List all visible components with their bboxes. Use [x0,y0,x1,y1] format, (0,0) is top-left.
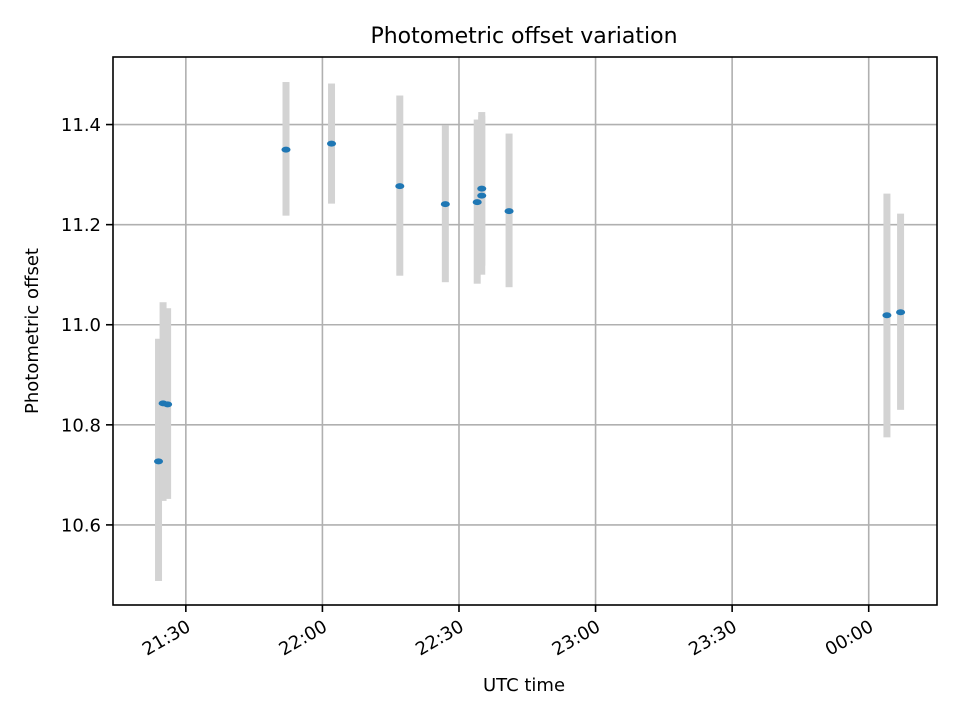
chart-title: Photometric offset variation [370,24,677,49]
data-point [477,192,487,199]
x-tick-label: 00:00 [822,616,877,660]
data-points [154,140,906,465]
grid [113,57,937,605]
y-tick-label: 11.0 [61,315,101,336]
y-axis-ticks: 10.6 10.8 11.0 11.2 11.4 [61,115,113,536]
plot-frame [112,56,938,606]
y-tick-label: 10.8 [61,415,101,436]
data-point [472,199,482,206]
data-point [477,185,487,192]
data-point [154,458,164,465]
x-axis-label: UTC time [483,675,565,696]
x-tick-label: 23:00 [549,616,604,660]
data-point [896,309,906,316]
y-tick-label: 10.6 [61,515,101,536]
x-tick-label: 21:30 [139,616,194,660]
data-point [440,201,450,208]
x-tick-label: 23:30 [685,616,740,660]
data-point [163,401,173,408]
data-point [395,183,405,190]
data-point [281,146,291,153]
y-axis-label: Photometric offset [22,248,43,414]
y-tick-label: 11.2 [61,215,101,236]
data-point [504,208,514,215]
x-tick-label: 22:00 [275,616,330,660]
error-bars [155,82,905,581]
data-point [882,312,892,319]
data-point [327,140,337,147]
x-axis-ticks: 21:30 22:00 22:30 23:00 23:30 00:00 [139,605,877,660]
x-tick-label: 22:30 [412,616,467,660]
y-tick-label: 11.4 [61,115,101,136]
